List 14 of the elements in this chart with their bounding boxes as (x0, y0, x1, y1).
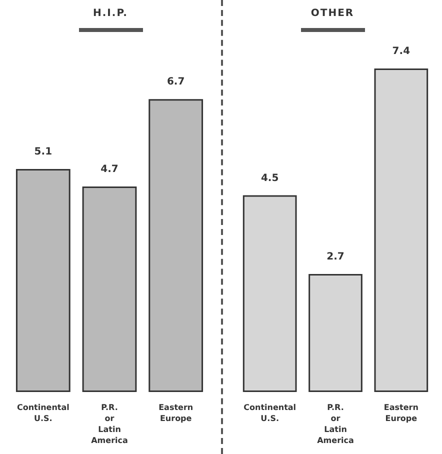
x-tick-label: P.R. or Latin America (91, 403, 128, 445)
data-label: 7.4 (392, 46, 410, 57)
data-label: 2.7 (326, 251, 344, 262)
data-label: 6.7 (166, 76, 185, 88)
x-tick-label: Eastern Europe (384, 403, 419, 423)
chart-title: H.I.P. (92, 8, 129, 19)
data-label: 4.5 (260, 172, 279, 184)
chart-title: OTHER (310, 8, 356, 19)
x-tick-label: Eastern Europe (158, 403, 194, 423)
data-label: 5.1 (34, 146, 52, 158)
x-tick-label: Continental U.S. (16, 403, 70, 423)
data-label: 4.7 (100, 164, 118, 176)
x-tick-label: Continental U.S. (244, 403, 296, 423)
x-tick-label: P.R. or Latin America (317, 403, 354, 445)
